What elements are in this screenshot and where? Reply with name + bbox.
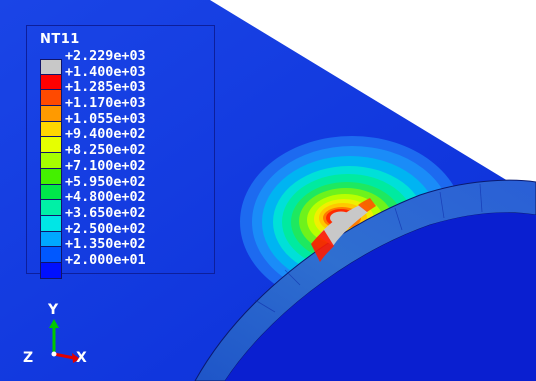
cylinder-inner-surface [225, 212, 536, 381]
legend-title: NT11 [40, 32, 80, 47]
coordinate-triad: Y Z X [18, 302, 98, 372]
legend-value-labels: +2.229e+03 +1.400e+03 +1.285e+03 +1.170e… [65, 49, 146, 269]
legend-swatch [40, 168, 62, 185]
triad-x-axis [53, 352, 75, 360]
legend-value: +8.250e+02 [65, 143, 146, 159]
legend-value: +4.800e+02 [65, 190, 146, 206]
legend-swatch [40, 137, 62, 154]
legend-swatch [40, 153, 62, 169]
triad-z-label: Z [23, 350, 34, 366]
legend-value: +2.229e+03 [65, 49, 146, 64]
triad-x-label: X [76, 350, 87, 366]
legend-swatch [40, 262, 62, 279]
legend-value: +1.055e+03 [65, 111, 146, 127]
contour-legend: NT11 +2.229e+03 +1.400e+03 +1.285e+03 +1… [26, 25, 215, 279]
legend-color-scale [40, 59, 62, 279]
ring-hot-edge [311, 230, 334, 262]
legend-swatch [40, 231, 62, 248]
legend-value: +1.285e+03 [65, 80, 146, 96]
legend-value: +2.000e+01 [65, 252, 146, 268]
legend-swatch [40, 106, 62, 122]
triad-axes-icon [49, 319, 80, 363]
triad-y-arrowhead [49, 319, 59, 328]
legend-swatch [40, 247, 62, 263]
legend-value: +5.950e+02 [65, 174, 146, 190]
legend-swatch [40, 90, 62, 107]
legend-swatch [40, 74, 62, 91]
ring-hot-edge-right [358, 198, 376, 212]
legend-value: +1.170e+03 [65, 96, 146, 112]
legend-value: +1.400e+03 [65, 64, 146, 80]
legend-swatch [40, 184, 62, 201]
legend-value: +3.650e+02 [65, 205, 146, 221]
legend-value: +7.100e+02 [65, 158, 146, 174]
legend-value: +1.350e+02 [65, 237, 146, 253]
legend-value: +2.500e+02 [65, 221, 146, 237]
legend-swatch [40, 121, 62, 138]
triad-x-arrowhead [72, 353, 80, 363]
legend-swatch [40, 200, 62, 216]
triad-y-label: Y [48, 302, 59, 318]
ring-segments [254, 183, 483, 313]
legend-swatch [40, 215, 62, 232]
legend-value: +9.400e+02 [65, 127, 146, 143]
ring-hot-zone [318, 205, 368, 246]
triad-origin [51, 351, 57, 357]
legend-swatch [40, 59, 62, 75]
